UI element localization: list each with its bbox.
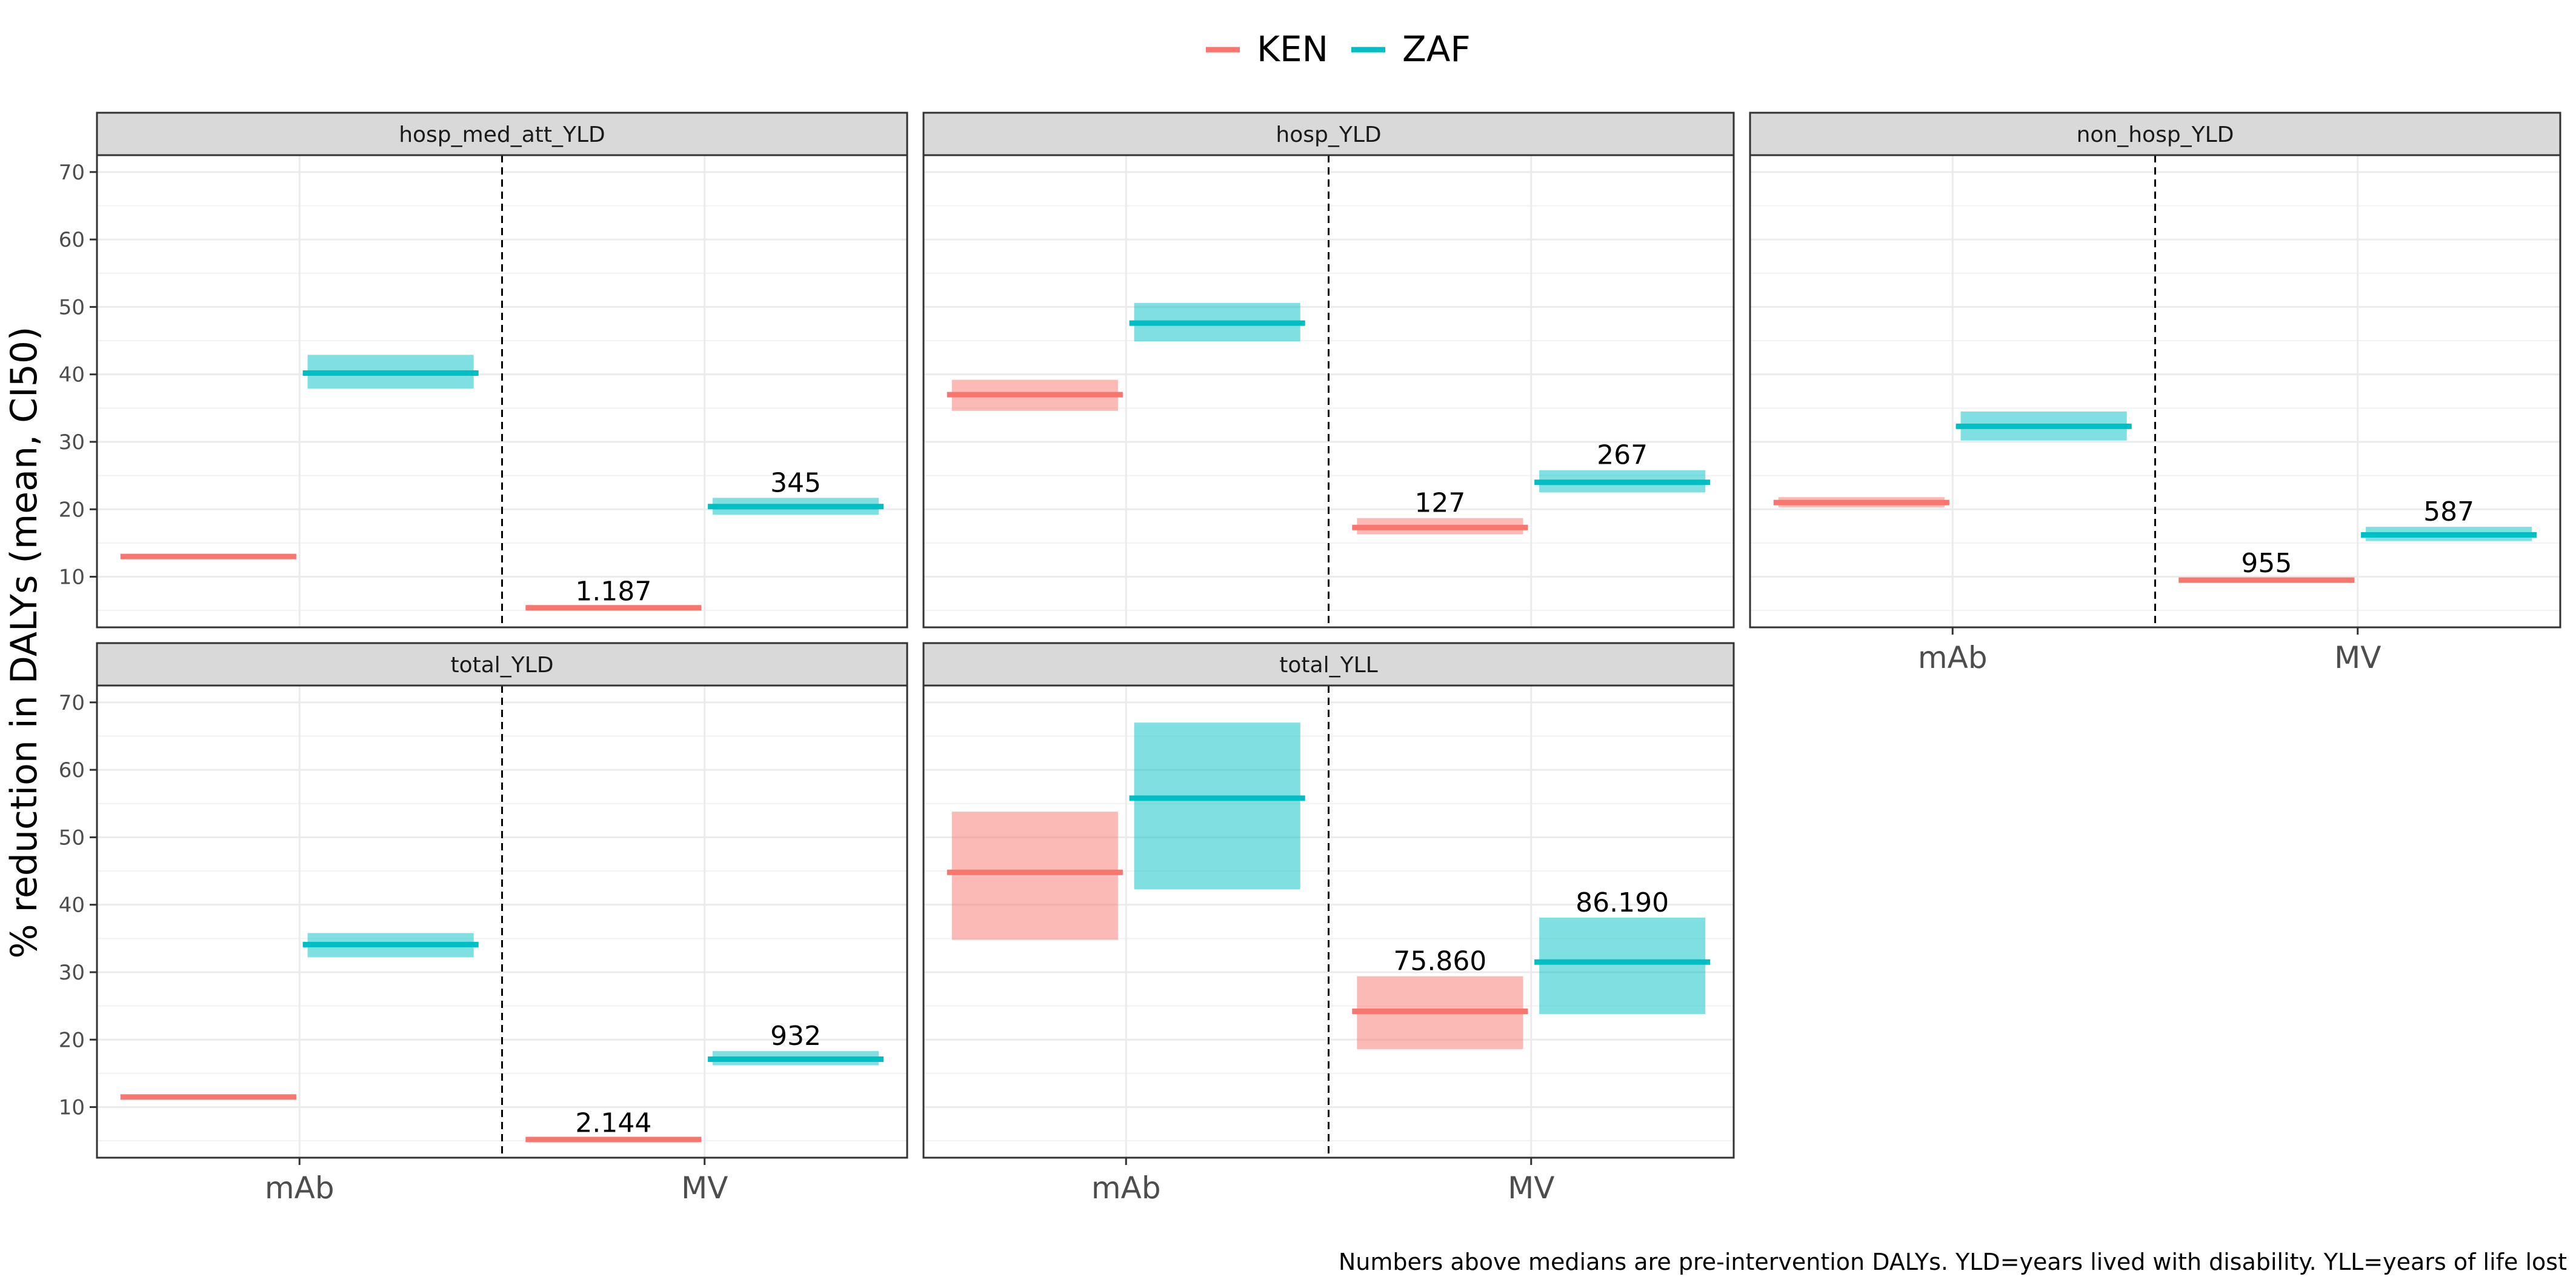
data-label: 345	[770, 467, 821, 498]
data-label: 86.190	[1576, 887, 1669, 918]
y-tick-label: 50	[59, 295, 85, 319]
panel-hosp_YLD: hosp_YLD 127 267	[922, 112, 1735, 629]
x-tick-label: MV	[2334, 640, 2381, 675]
panel-border	[96, 154, 908, 629]
strip-total_YLD	[96, 642, 908, 687]
y-tick-label: 70	[59, 161, 85, 185]
y-axis-label: % reduction in DALYs (mean, CI50)	[3, 327, 45, 959]
legend: KEN ZAF	[1206, 28, 1471, 70]
panel-total_YLL: total_YLL 75.860 86.190 mAb MV	[922, 642, 1735, 1206]
ci-box-mab-ken	[951, 812, 1118, 940]
y-tick-label: 20	[59, 1028, 85, 1052]
panel-border	[96, 684, 908, 1159]
y-tick-label: 30	[59, 430, 85, 455]
legend-label-zaf: ZAF	[1402, 28, 1471, 70]
y-tick-label: 60	[59, 758, 85, 782]
strip-title: non_hosp_YLD	[2077, 122, 2234, 147]
data-label: 75.860	[1393, 946, 1486, 977]
data-label: 1.187	[575, 576, 651, 607]
strip-title: hosp_YLD	[1276, 122, 1381, 147]
panel-non_hosp_YLD: non_hosp_YLD 955 587 mAb MV	[1749, 112, 2561, 675]
strip-hosp_YLD	[922, 112, 1735, 156]
strip-hosp_med_att_YLD	[96, 112, 908, 156]
strip-total_YLL	[922, 642, 1735, 687]
x-tick-label: MV	[681, 1170, 728, 1206]
panel-border	[922, 684, 1735, 1159]
y-tick-label: 20	[59, 498, 85, 522]
strip-title: total_YLD	[450, 653, 553, 678]
panel-border	[922, 154, 1735, 629]
data-label: 127	[1414, 488, 1465, 519]
y-tick-label: 10	[59, 1096, 85, 1120]
data-label: 267	[1597, 440, 1648, 471]
panel-total_YLD: total_YLD 2.144 932 10 20 30 40 50 60 70 mAb MV	[59, 642, 908, 1206]
panel-hosp_med_att_YLD: hosp_med_att_YLD 1.187 345 10 20 30 40 50 60 70	[59, 112, 908, 629]
facet-panels: hosp_med_att_YLD1.18734510203040506070ho…	[59, 112, 2561, 1206]
data-label: 2.144	[575, 1108, 651, 1139]
y-tick-label: 60	[59, 228, 85, 252]
legend-label-ken: KEN	[1257, 28, 1328, 70]
strip-non_hosp_YLD	[1749, 112, 2561, 156]
ci-box-mv-zaf	[1539, 917, 1706, 1014]
y-tick-label: 50	[59, 826, 85, 850]
x-tick-label: mAb	[265, 1170, 334, 1206]
ci-box-mab-zaf	[1134, 722, 1300, 890]
y-tick-label: 70	[59, 691, 85, 715]
y-tick-label: 40	[59, 363, 85, 387]
strip-title: hosp_med_att_YLD	[399, 122, 605, 147]
strip-title: total_YLL	[1279, 653, 1377, 678]
data-label: 955	[2241, 548, 2292, 579]
panel-border	[1749, 154, 2561, 629]
data-label: 932	[770, 1021, 821, 1052]
x-tick-label: mAb	[1918, 640, 1988, 675]
x-tick-label: mAb	[1091, 1170, 1161, 1206]
y-tick-label: 10	[59, 566, 85, 590]
caption: Numbers above medians are pre-interventi…	[1339, 1249, 2567, 1275]
y-tick-label: 30	[59, 961, 85, 985]
y-tick-label: 40	[59, 893, 85, 918]
x-tick-label: MV	[1508, 1170, 1554, 1206]
data-label: 587	[2423, 496, 2474, 527]
